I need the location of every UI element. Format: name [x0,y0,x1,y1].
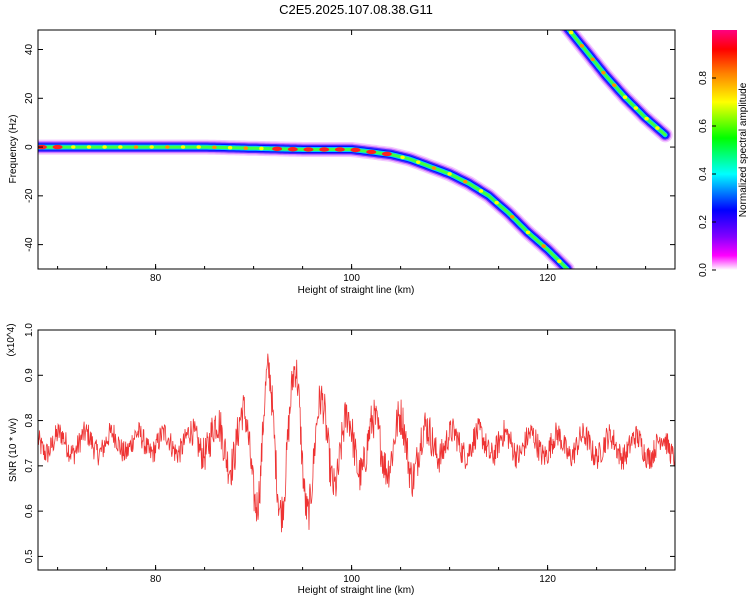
ridge-0-blob [149,145,154,149]
spectrogram-ytick-label: 20 [24,92,35,104]
ridge-0-blob [86,145,92,149]
ridge-0-blob [102,145,107,149]
ridge-0-layer [38,143,571,269]
snr-ytick-label: 0.6 [24,504,35,518]
ridge-0-blob [350,147,361,153]
spectrogram-ytick-label: 40 [24,44,35,56]
ridge-0-layer [38,139,575,269]
snr-multiplier-label: (x10^4) [6,323,17,356]
ridge-0-blob [133,145,139,149]
spectrogram-ticks: 80 100 120 -40 -20 0 20 40 [24,30,675,284]
ridge-0-blob [494,200,499,205]
ridge-0-layer [38,144,570,269]
colorbar-ticks: 0.0 0.2 0.4 0.6 0.8 [698,71,716,277]
spectrogram-ytick-label: 0 [24,144,35,150]
ridge-0-blob [196,145,201,149]
ridge-0-blob [180,145,186,149]
ridge-1-blob [633,106,638,110]
ridge-0-blob [366,149,377,155]
snr-ytick-label: 0.9 [24,368,35,382]
ridge-0-blob [303,147,314,152]
snr-ticks: 80 100 120 0.5 0.6 0.7 0.8 0.9 1.0 [24,323,675,585]
spectrogram-ridges [38,30,673,269]
snr-xtick-label: 100 [343,574,360,585]
ridge-0-blob [541,244,546,248]
colorbar-gradient [712,30,737,270]
colorbar-label: Normalized spectral amplitude [738,82,749,217]
ridge-0-blob [447,172,452,176]
colorbar-tick-label: 0.0 [698,263,709,277]
snr-chart: 80 100 120 0.5 0.6 0.7 0.8 0.9 1.0 (x10^4) Heigh… [6,323,676,596]
snr-ytick-label: 0.7 [24,458,35,472]
ridge-0-blob [400,155,405,160]
spectrogram-ytick-label: -40 [24,237,35,252]
ridge-0-blob [525,230,531,235]
ridge-0-blob [118,145,123,149]
colorbar-tick-label: 0.8 [698,71,709,85]
spectrogram-xtick-label: 120 [539,273,556,284]
spectrogram-y-axis-label: Frequency (Hz) [8,115,19,184]
ridge-0-blob [71,145,76,149]
snr-series-line [38,353,675,533]
snr-ytick-label: 0.5 [24,549,35,563]
colorbar-tick-label: 0.6 [698,119,709,133]
ridge-1-layer [567,30,667,137]
ridge-0-blob [165,145,170,149]
ridge-1-blob [612,83,617,87]
snr-frame [37,329,676,571]
ridge-0-blob [381,151,392,157]
ridge-0-blob [510,215,515,219]
colorbar-tick-label: 0.4 [698,167,709,181]
ridge-0-blob [334,147,345,152]
spectrogram-x-axis-label: Height of straight line (km) [298,285,415,296]
ridge-1-blob [644,116,649,121]
ridge-1-blob [601,70,606,75]
ridge-0-blob [212,145,217,150]
ridge-1-blob [579,44,585,48]
spectrogram-xtick-label: 100 [343,273,360,284]
ridge-1-blob [622,95,628,99]
colorbar: 0.0 0.2 0.4 0.6 0.8 Normalized spectral ampl… [698,30,749,277]
ridge-0-blob [259,146,264,151]
ridge-1-blob [568,30,574,35]
snr-xtick-label: 120 [539,574,556,585]
ridge-0-blob [319,147,330,152]
spectrogram-ytick-label: -20 [24,188,35,203]
snr-ytick-label: 0.8 [24,413,35,427]
ridge-0-blob [227,145,233,150]
ridge-0-blob [557,259,562,263]
snr-x-axis-label: Height of straight line (km) [298,585,415,596]
ridge-0-blob [272,146,283,152]
ridge-0-blob [52,144,63,150]
ridge-1-blob [590,57,595,62]
ridge-0-blob [463,179,468,184]
snr-ytick-label: 1.0 [24,323,35,337]
ridge-1-blob [655,126,660,130]
spectrogram-xtick-label: 80 [150,273,162,284]
colorbar-tick-label: 0.2 [698,215,709,229]
figure-title: C2E5.2025.107.08.38.G11 [279,2,433,17]
ridge-0-layer [38,142,572,269]
spectrogram-frame [37,29,676,270]
ridge-0-blob [431,166,437,170]
ridge-0-blob [287,147,298,152]
snr-xtick-label: 80 [150,574,162,585]
spectrogram-chart: 80 100 120 -40 -20 0 20 40 Height of straight l… [8,29,676,296]
ridge-0-blob [243,146,248,150]
ridge-0-layer [38,141,574,269]
snr-y-axis-label: SNR (10 * v/v) [8,418,19,482]
ridge-0-blob [416,160,421,164]
ridge-0-blob [478,189,484,193]
ridge-0-layer [38,145,569,269]
